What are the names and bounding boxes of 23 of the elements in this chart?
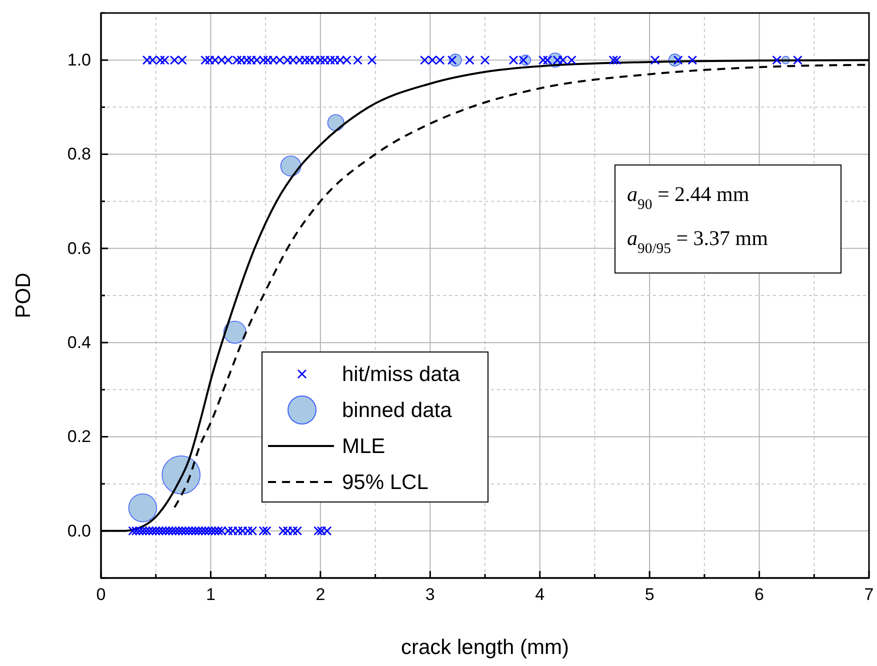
x-axis-title: crack length (mm) <box>400 636 570 659</box>
legend-label: binned data <box>342 399 452 422</box>
annotation: a$_{90/95}$ = 3.37 mm <box>627 226 768 257</box>
x-tick-label: 1 <box>206 585 216 604</box>
x-tick-label: 7 <box>864 585 874 604</box>
y-tick-label: 0.6 <box>67 238 91 258</box>
text-box: a$_{90}$ = 2.44 mm a$_{90/95}$ = 3.37 mm <box>614 164 842 274</box>
legend-label: hit/miss data <box>342 363 460 386</box>
x-tick-label: 6 <box>754 585 764 604</box>
x-tick-label: 0 <box>96 585 106 604</box>
y-tick-label: 0.0 <box>67 521 91 540</box>
y-axis-title: POD <box>12 272 35 318</box>
x-tick-label: 3 <box>425 585 435 604</box>
legend-label: 95% LCL <box>342 471 428 494</box>
x-tick-label: 5 <box>644 585 654 604</box>
x-tick-label: 2 <box>316 585 326 604</box>
x-tick-label: 4 <box>535 585 545 604</box>
y-tick-label: 0.8 <box>67 144 91 164</box>
y-tick-label: 0.2 <box>67 427 91 446</box>
annotation: a$_{90}$ = 2.44 mm <box>627 182 750 213</box>
y-tick-label: 1.0 <box>67 50 91 70</box>
y-tick-label: 0.4 <box>67 333 91 352</box>
legend-label: MLE <box>342 435 386 458</box>
